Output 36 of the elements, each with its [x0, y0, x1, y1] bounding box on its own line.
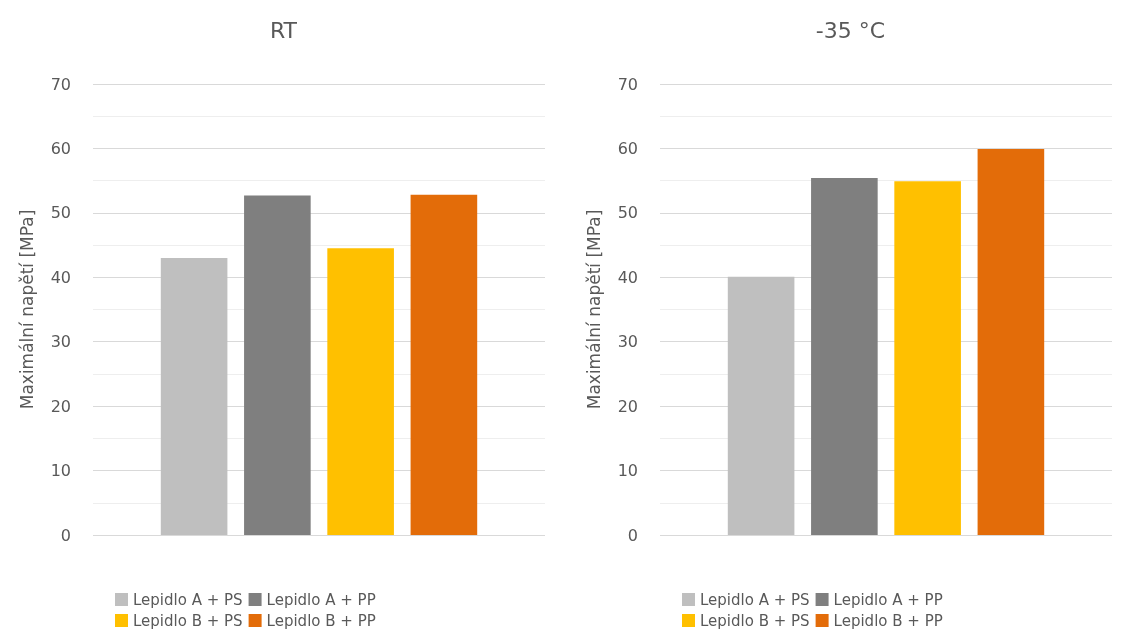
- y-axis-title: Maximální napětí [MPa]: [16, 209, 37, 410]
- y-tick-label: 70: [50, 74, 71, 94]
- chart-title: RT: [269, 17, 298, 43]
- y-tick-label: 0: [60, 525, 71, 545]
- y-tick-label: 30: [50, 332, 71, 352]
- chart-title: -35 °C: [815, 17, 886, 43]
- y-tick-label: 50: [50, 203, 71, 223]
- y-tick-label: 60: [617, 138, 638, 158]
- legend-label: Lepidlo B + PS: [700, 611, 810, 630]
- y-tick-label: 70: [617, 74, 638, 94]
- legend-label: Lepidlo A + PP: [266, 590, 376, 609]
- legend-label: Lepidlo B + PS: [133, 611, 243, 630]
- y-tick-label: 50: [617, 203, 638, 223]
- bar: [244, 195, 311, 535]
- bar: [894, 181, 961, 535]
- y-tick-label: 60: [50, 138, 71, 158]
- bar: [410, 194, 478, 535]
- y-axis-title: Maximální napětí [MPa]: [583, 209, 604, 410]
- y-tick-label: 20: [617, 396, 638, 416]
- y-tick-label: 10: [50, 461, 71, 481]
- bar: [811, 178, 878, 535]
- bar: [727, 276, 795, 535]
- bar: [327, 248, 394, 535]
- legend-label: Lepidlo A + PP: [833, 590, 943, 609]
- bar: [160, 257, 228, 535]
- y-tick-label: 30: [617, 332, 638, 352]
- y-tick-label: 40: [50, 267, 71, 287]
- y-tick-label: 20: [50, 396, 71, 416]
- y-tick-label: 0: [627, 525, 638, 545]
- legend-label: Lepidlo A + PS: [700, 590, 810, 609]
- legend-label: Lepidlo A + PS: [133, 590, 243, 609]
- bar: [977, 149, 1045, 535]
- y-tick-label: 40: [617, 267, 638, 287]
- legend-label: Lepidlo B + PP: [266, 611, 376, 630]
- y-tick-label: 10: [617, 461, 638, 481]
- legend-label: Lepidlo B + PP: [833, 611, 943, 630]
